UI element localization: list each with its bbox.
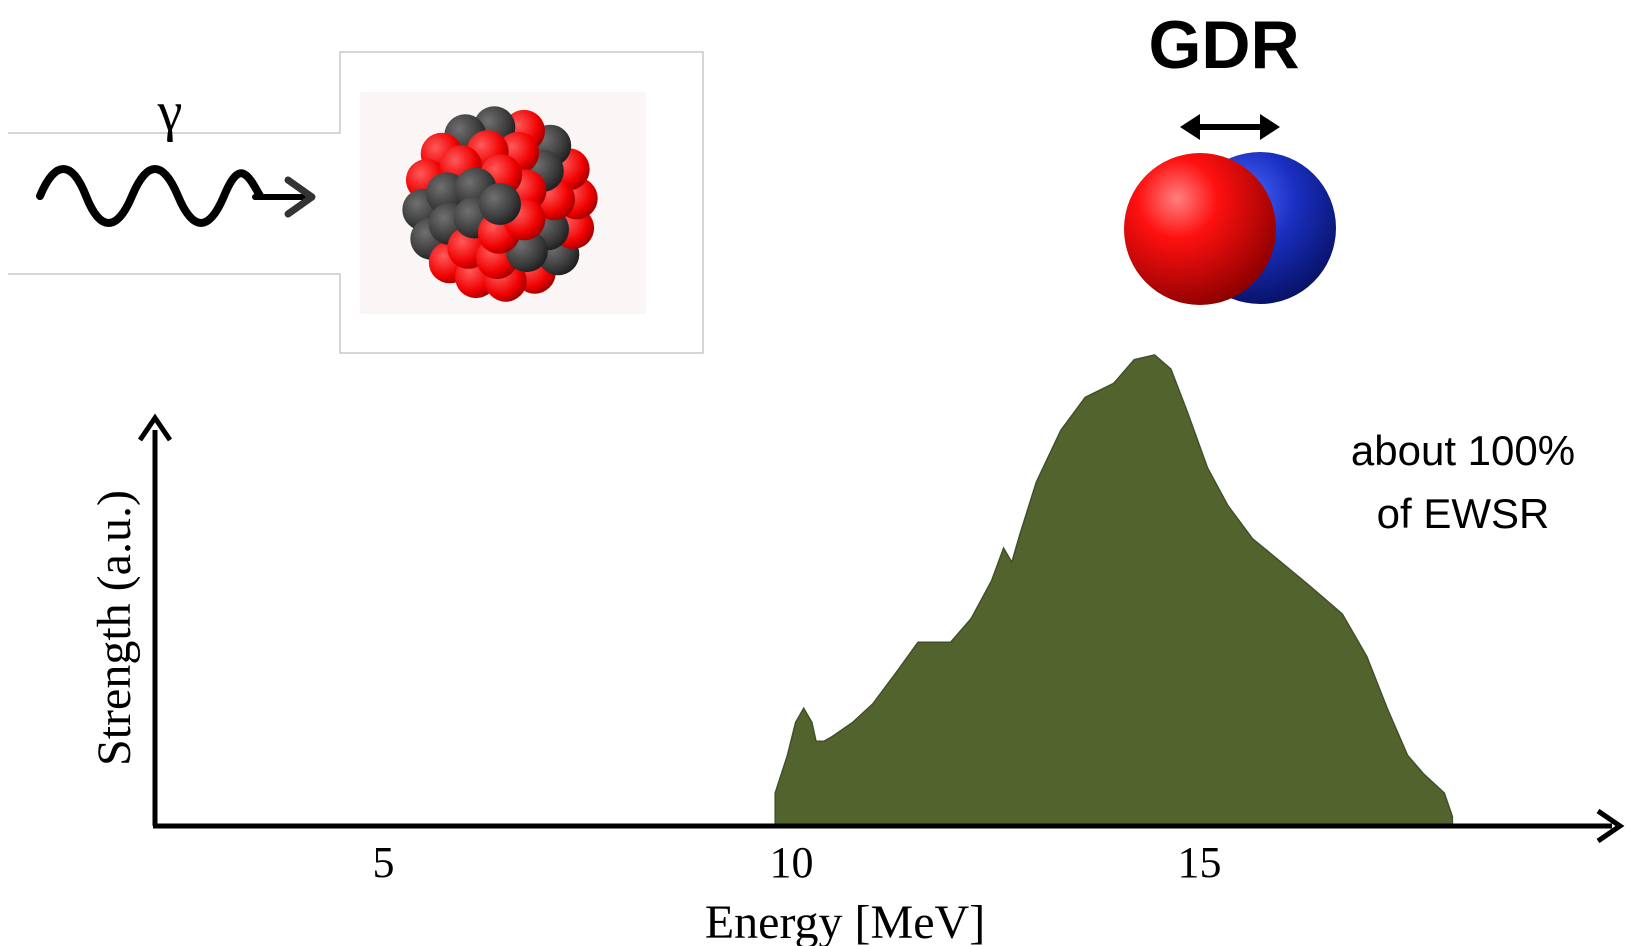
proton-sphere [1124, 153, 1276, 305]
x-tick-label: 10 [770, 838, 814, 887]
panel-outline [8, 51, 704, 354]
nucleon [479, 183, 521, 225]
nucleus-icon [402, 106, 598, 302]
dipole-oscillation-icon [1124, 114, 1336, 305]
y-axis-arrowhead [137, 413, 173, 442]
x-axis-label: Energy [MeV] [705, 896, 985, 946]
chart: 5 10 15 Energy [MeV] Strength (a.u.) [88, 354, 1625, 946]
annotation-line-2: of EWSR [1377, 490, 1550, 537]
strength-area [774, 354, 1454, 827]
photon-symbol: γ [157, 81, 183, 143]
x-axis-arrowhead [1596, 808, 1625, 844]
x-tick-label: 15 [1178, 838, 1222, 887]
photon-panel: γ [8, 51, 704, 354]
annotation-line-1: about 100% [1351, 427, 1575, 474]
x-tick-labels: 5 10 15 [373, 838, 1222, 887]
mode-label: GDR [1148, 7, 1299, 83]
y-axis-label: Strength (a.u.) [88, 490, 141, 766]
photon-wave-icon [36, 165, 316, 227]
x-tick-label: 5 [373, 838, 395, 887]
ewsr-annotation: about 100% of EWSR [1351, 427, 1575, 537]
